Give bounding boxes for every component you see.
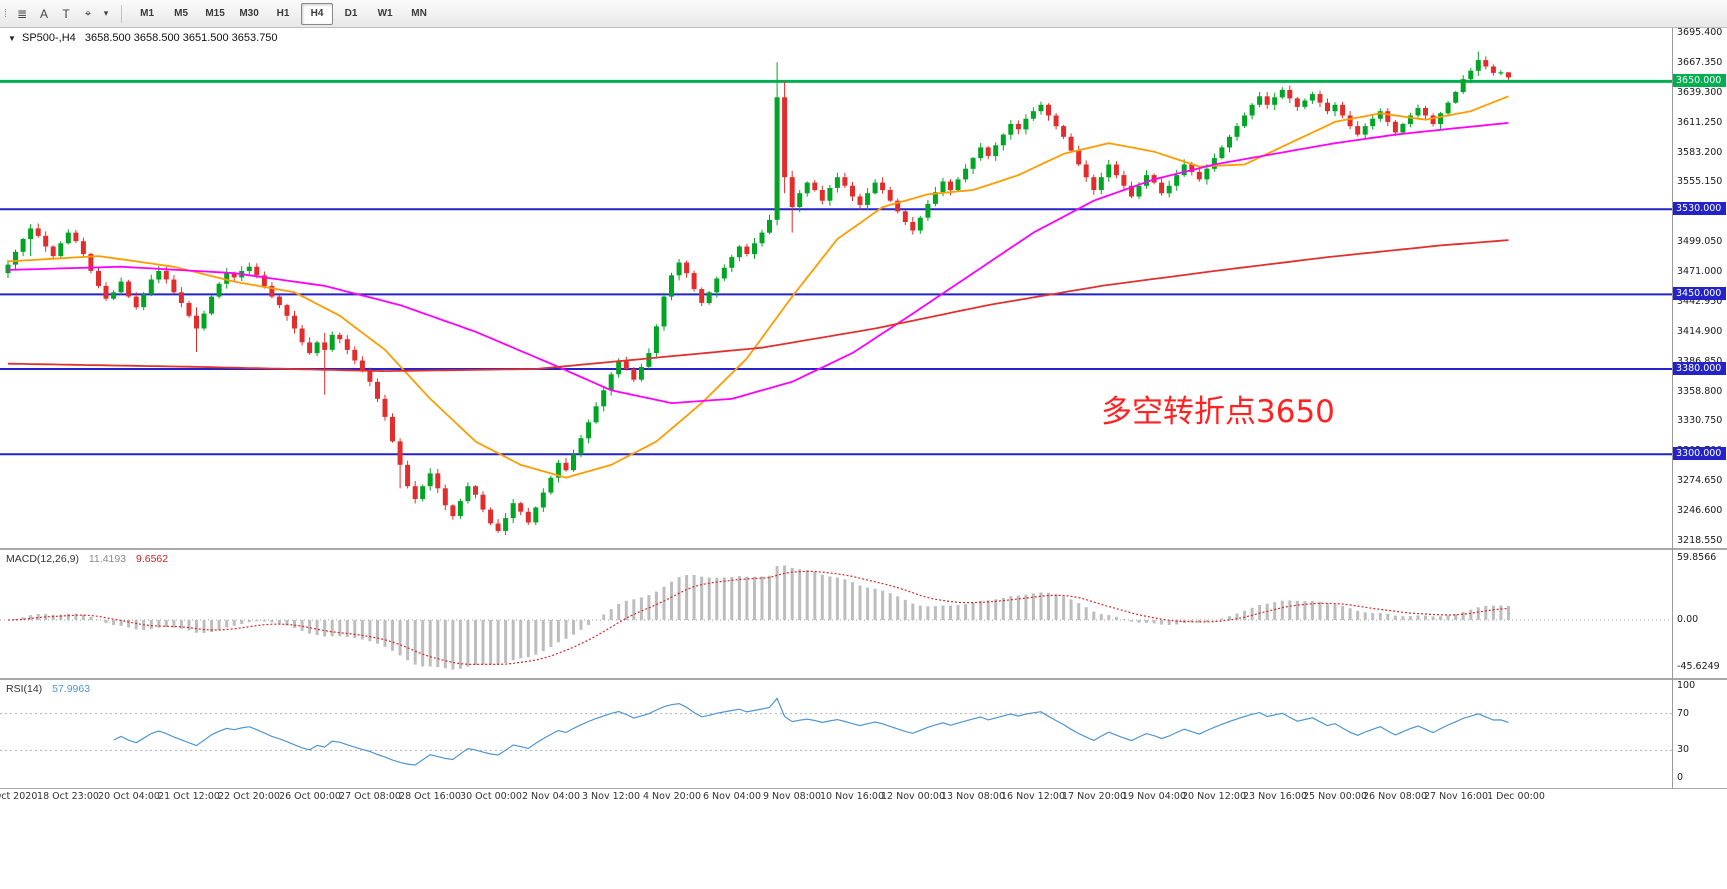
rsi-indicator-panel[interactable] (0, 680, 1672, 788)
price-tick: 3555.150 (1677, 176, 1723, 187)
price-tick: 3583.200 (1677, 147, 1723, 158)
date-axis-border (0, 788, 1727, 789)
date-label: 4 Nov 20:00 (642, 791, 702, 802)
rsi-label-line: RSI(14) 57.9963 (6, 683, 90, 695)
price-tick: 3667.350 (1677, 57, 1723, 68)
timeframe-button-mn[interactable]: MN (411, 8, 427, 19)
price-tick: 3218.550 (1677, 535, 1723, 546)
date-label: 6 Nov 04:00 (702, 791, 762, 802)
date-label: 18 Oct 23:00 (37, 791, 99, 802)
price-tick: 3471.000 (1677, 266, 1723, 277)
date-label: 2 Nov 04:00 (521, 791, 581, 802)
rsi-axis-label: 30 (1677, 744, 1690, 755)
date-label: 16 Nov 12:00 (1000, 791, 1066, 802)
panel-splitter-rsi[interactable] (0, 678, 1727, 680)
macd-indicator-panel[interactable] (0, 550, 1672, 678)
date-label: 13 Nov 08:00 (940, 791, 1006, 802)
timeframe-group: M1 M5 M15 M30 H1 H4 D1 W1 MN (131, 2, 435, 25)
price-axis-border (1672, 28, 1673, 789)
macd-axis-label: 0.00 (1677, 614, 1699, 625)
price-tick: 3639.300 (1677, 87, 1723, 98)
chart-templates-icon[interactable]: ≣ (17, 6, 28, 21)
toolbar: ⁞ ≣ A T ⌖ ▾ M1 M5 M15 M30 H1 H4 D1 W1 MN (0, 0, 1727, 28)
date-label: 9 Nov 08:00 (762, 791, 822, 802)
drawing-objects-dropdown-icon[interactable]: ▾ (103, 8, 109, 18)
collapse-arrow-icon[interactable]: ▼ (8, 34, 16, 43)
macd-label-line: MACD(12,26,9) 11.4193 9.6562 (6, 553, 168, 565)
price-tick: 3274.650 (1677, 475, 1723, 486)
price-level-label: 3380.000 (1673, 362, 1726, 375)
date-label: 23 Nov 16:00 (1242, 791, 1308, 802)
price-level-label: 3450.000 (1673, 287, 1726, 300)
chart-annotation: 多空转折点3650 (1101, 394, 1335, 430)
timeframe-button-h4[interactable]: H4 (301, 2, 334, 25)
symbol-info-line: ▼ SP500-,H4 3658.500 3658.500 3651.500 3… (8, 32, 278, 44)
macd-name: MACD(12,26,9) (6, 553, 79, 565)
date-label: 15 Oct 2020 (0, 791, 38, 802)
toolbar-grip[interactable]: ⁞ (4, 7, 8, 20)
text-annotation-icon[interactable]: A (40, 6, 49, 21)
price-tick: 3386.850 (1677, 356, 1722, 367)
timeframe-button-m1[interactable]: M1 (140, 8, 155, 19)
date-label: 12 Nov 00:00 (880, 791, 946, 802)
macd-main-value: 11.4193 (88, 553, 127, 565)
date-label: 20 Oct 04:00 (98, 791, 160, 802)
date-label: 28 Oct 16:00 (399, 791, 461, 802)
macd-axis-label: 59.8566 (1677, 552, 1717, 563)
date-label: 21 Oct 12:00 (158, 791, 220, 802)
timeframe-button-h1[interactable]: H1 (276, 8, 290, 19)
price-tick: 3358.800 (1677, 386, 1723, 397)
price-tick: 3499.050 (1677, 236, 1723, 247)
rsi-name: RSI(14) (6, 683, 43, 695)
price-tick: 3414.900 (1677, 326, 1723, 337)
toolbar-tool-icons: ≣ A T ⌖ ▾ (12, 3, 112, 25)
ohlc-values: 3658.500 3658.500 3651.500 3653.750 (84, 32, 278, 44)
date-label: 26 Oct 00:00 (279, 791, 341, 802)
price-level-label: 3300.000 (1673, 447, 1726, 460)
price-tick: 3611.250 (1677, 117, 1723, 128)
timeframe-button-m30[interactable]: M30 (239, 8, 259, 19)
date-label: 22 Oct 20:00 (218, 791, 280, 802)
rsi-axis-label: 70 (1677, 708, 1690, 719)
date-label: 1 Dec 00:00 (1487, 791, 1545, 802)
date-label: 25 Nov 00:00 (1302, 791, 1368, 802)
date-label: 26 Nov 08:00 (1362, 791, 1428, 802)
drawing-objects-icon[interactable]: ⌖ (84, 6, 92, 20)
rsi-value: 57.9963 (52, 683, 91, 695)
date-label: 19 Nov 04:00 (1121, 791, 1187, 802)
price-level-label: 3650.000 (1673, 74, 1726, 87)
timeframe-button-d1[interactable]: D1 (344, 8, 358, 19)
rsi-axis-label: 0 (1677, 772, 1684, 783)
timeframe-button-m15[interactable]: M15 (205, 8, 225, 19)
timeframe-button-m5[interactable]: M5 (174, 8, 189, 19)
price-tick: 3442.950 (1677, 296, 1723, 307)
main-price-chart[interactable] (0, 28, 1672, 548)
date-label: 30 Oct 00:00 (460, 791, 522, 802)
date-label: 20 Nov 12:00 (1181, 791, 1247, 802)
panel-splitter-macd[interactable] (0, 548, 1727, 550)
price-tick: 3330.750 (1677, 415, 1723, 426)
toolbar-separator (121, 4, 123, 23)
date-label: 10 Nov 16:00 (819, 791, 885, 802)
symbol-period-label: SP500-,H4 (21, 32, 76, 44)
date-label: 3 Nov 12:00 (581, 791, 641, 802)
price-level-label: 3530.000 (1673, 202, 1726, 215)
text-label-icon[interactable]: T (62, 6, 70, 21)
macd-signal-value: 9.6562 (135, 553, 169, 565)
rsi-axis-label: 100 (1677, 680, 1696, 691)
price-tick: 3246.600 (1677, 505, 1723, 516)
date-label: 17 Nov 20:00 (1061, 791, 1127, 802)
timeframe-button-w1[interactable]: W1 (377, 8, 393, 19)
macd-axis-label: -45.6249 (1677, 661, 1720, 672)
date-label: 27 Oct 08:00 (339, 791, 401, 802)
date-label: 27 Nov 16:00 (1423, 791, 1489, 802)
price-tick: 3695.400 (1677, 27, 1723, 38)
